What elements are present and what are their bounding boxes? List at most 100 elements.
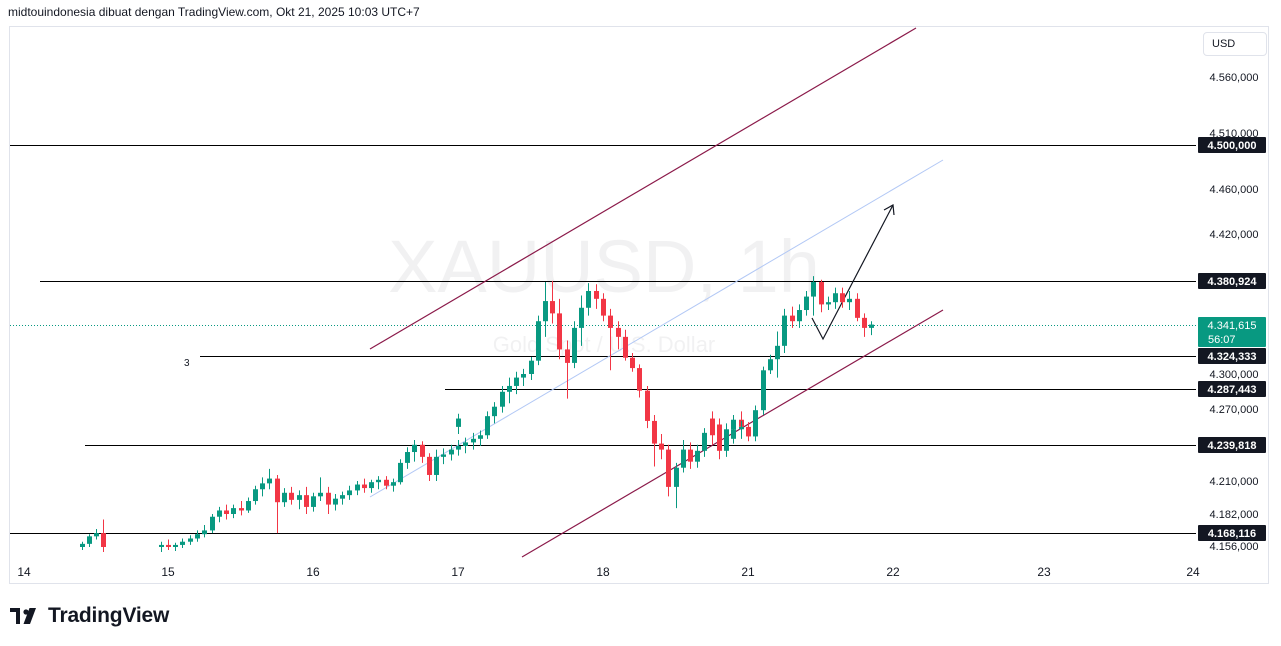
candle-body[interactable] <box>80 543 85 547</box>
candle-body[interactable] <box>674 467 679 487</box>
candle-body[interactable] <box>463 442 468 446</box>
candle-body[interactable] <box>195 534 200 539</box>
candle-body[interactable] <box>710 418 715 436</box>
candle-body[interactable] <box>210 516 215 531</box>
candle-body[interactable] <box>318 492 323 497</box>
candle-body[interactable] <box>202 530 207 535</box>
candle-body[interactable] <box>224 510 229 514</box>
level-price-box[interactable] <box>1198 273 1266 289</box>
candle-body[interactable] <box>819 282 824 305</box>
level-price-box[interactable] <box>1198 525 1266 541</box>
candle-body[interactable] <box>666 449 671 487</box>
projection-arrow[interactable] <box>811 204 894 341</box>
candle-body[interactable] <box>180 541 185 545</box>
candle-body[interactable] <box>790 315 795 322</box>
candle-body[interactable] <box>746 426 751 437</box>
candle-body[interactable] <box>681 449 686 468</box>
candle-body[interactable] <box>601 298 606 316</box>
candle-body[interactable] <box>398 462 403 483</box>
candle-body[interactable] <box>579 307 584 328</box>
candle-body[interactable] <box>311 496 316 507</box>
candle-body[interactable] <box>521 374 526 378</box>
candle-body[interactable] <box>427 456 432 475</box>
candle-body[interactable] <box>869 324 874 328</box>
candle-body[interactable] <box>434 456 439 475</box>
candle-body[interactable] <box>391 482 396 486</box>
candle-body[interactable] <box>543 301 548 322</box>
candle-body[interactable] <box>267 478 272 484</box>
candle-body[interactable] <box>441 454 446 457</box>
candle-body[interactable] <box>862 317 867 328</box>
candle-body[interactable] <box>246 501 251 511</box>
candle-body[interactable] <box>456 445 461 450</box>
candle-body[interactable] <box>782 315 787 346</box>
candle-body[interactable] <box>753 410 758 437</box>
candle-body[interactable] <box>289 492 294 500</box>
candle-body[interactable] <box>797 310 802 322</box>
candle-body[interactable] <box>485 416 490 436</box>
candle-body[interactable] <box>586 290 591 308</box>
candle-body[interactable] <box>376 479 381 483</box>
candle-body[interactable] <box>369 482 374 489</box>
candle-body[interactable] <box>761 370 766 411</box>
candle-body[interactable] <box>840 293 845 303</box>
currency-button[interactable]: USD <box>1203 32 1267 56</box>
candle-body[interactable] <box>630 357 635 369</box>
candle-body[interactable] <box>572 327 577 363</box>
candle-body[interactable] <box>405 452 410 463</box>
candle-body[interactable] <box>326 492 331 505</box>
candle-body[interactable] <box>260 483 265 490</box>
candle-body[interactable] <box>347 490 352 496</box>
candle-body[interactable] <box>529 360 534 374</box>
candle-body[interactable] <box>101 533 106 547</box>
candle-body[interactable] <box>282 492 287 503</box>
candle-body[interactable] <box>253 489 258 502</box>
candle-body[interactable] <box>478 435 483 439</box>
candle-body[interactable] <box>333 498 338 505</box>
candle-body[interactable] <box>608 315 613 328</box>
candle-body[interactable] <box>507 385 512 392</box>
candle-body[interactable] <box>362 484 367 489</box>
candle-body[interactable] <box>355 484 360 491</box>
candle-body[interactable] <box>731 429 736 439</box>
candle-body[interactable] <box>695 450 700 462</box>
candle-body[interactable] <box>420 444 425 457</box>
candle-body[interactable] <box>536 321 541 361</box>
candle-body[interactable] <box>616 327 621 337</box>
candle-body[interactable] <box>688 449 693 462</box>
candle-body[interactable] <box>188 538 193 542</box>
candle-body[interactable] <box>94 533 99 537</box>
candle-body[interactable] <box>275 478 280 503</box>
candle-body[interactable] <box>594 290 599 299</box>
candle-body[interactable] <box>304 495 309 507</box>
candle-body[interactable] <box>855 298 860 318</box>
candle-body[interactable] <box>471 438 476 443</box>
current-price-box[interactable] <box>1198 317 1266 347</box>
candle-body[interactable] <box>724 438 729 451</box>
candle-body[interactable] <box>557 313 562 350</box>
channel-upper-line[interactable] <box>369 27 917 350</box>
candle-body[interactable] <box>340 495 345 499</box>
candle-body[interactable] <box>565 349 570 363</box>
candle-body[interactable] <box>384 479 389 486</box>
candle-body[interactable] <box>637 368 642 391</box>
channel-mid-line[interactable] <box>369 159 944 498</box>
candle-body[interactable] <box>492 406 497 417</box>
level-price-box[interactable] <box>1198 437 1266 453</box>
candle-body[interactable] <box>231 508 236 514</box>
candle-body[interactable] <box>166 544 171 547</box>
candle-body[interactable] <box>847 298 852 303</box>
tradingview-brand[interactable]: TradingView <box>10 603 169 629</box>
candle-body[interactable] <box>702 432 707 451</box>
candle-body[interactable] <box>456 418 461 427</box>
level-price-box[interactable] <box>1198 137 1266 153</box>
candle-body[interactable] <box>550 301 555 314</box>
candle-body[interactable] <box>826 302 831 305</box>
candle-body[interactable] <box>775 345 780 360</box>
candle-body[interactable] <box>217 510 222 517</box>
candle-body[interactable] <box>500 391 505 407</box>
candle-body[interactable] <box>159 544 164 547</box>
candle-body[interactable] <box>717 435 722 451</box>
candle-body[interactable] <box>412 444 417 453</box>
